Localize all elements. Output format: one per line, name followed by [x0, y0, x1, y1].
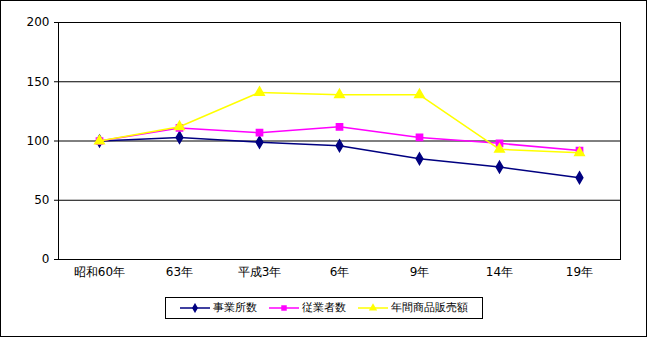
svg-text:150: 150 [27, 75, 50, 89]
svg-text:0: 0 [42, 252, 50, 266]
svg-text:昭和60年: 昭和60年 [74, 265, 125, 279]
svg-text:100: 100 [27, 134, 50, 148]
svg-text:平成3年: 平成3年 [238, 265, 282, 279]
html-text:事業所数: 事業所数 [212, 301, 257, 314]
svg-text:200: 200 [27, 15, 50, 29]
svg-text:9年: 9年 [410, 265, 430, 279]
svg-text:19年: 19年 [566, 265, 593, 279]
svg-text:14年: 14年 [486, 265, 513, 279]
svg-text:63年: 63年 [166, 265, 193, 279]
html-text:年間商品販売額: 年間商品販売額 [390, 301, 468, 314]
svg-text:50: 50 [34, 193, 49, 207]
html-text:従業者数: 従業者数 [301, 301, 346, 314]
svg-text:6年: 6年 [330, 265, 350, 279]
